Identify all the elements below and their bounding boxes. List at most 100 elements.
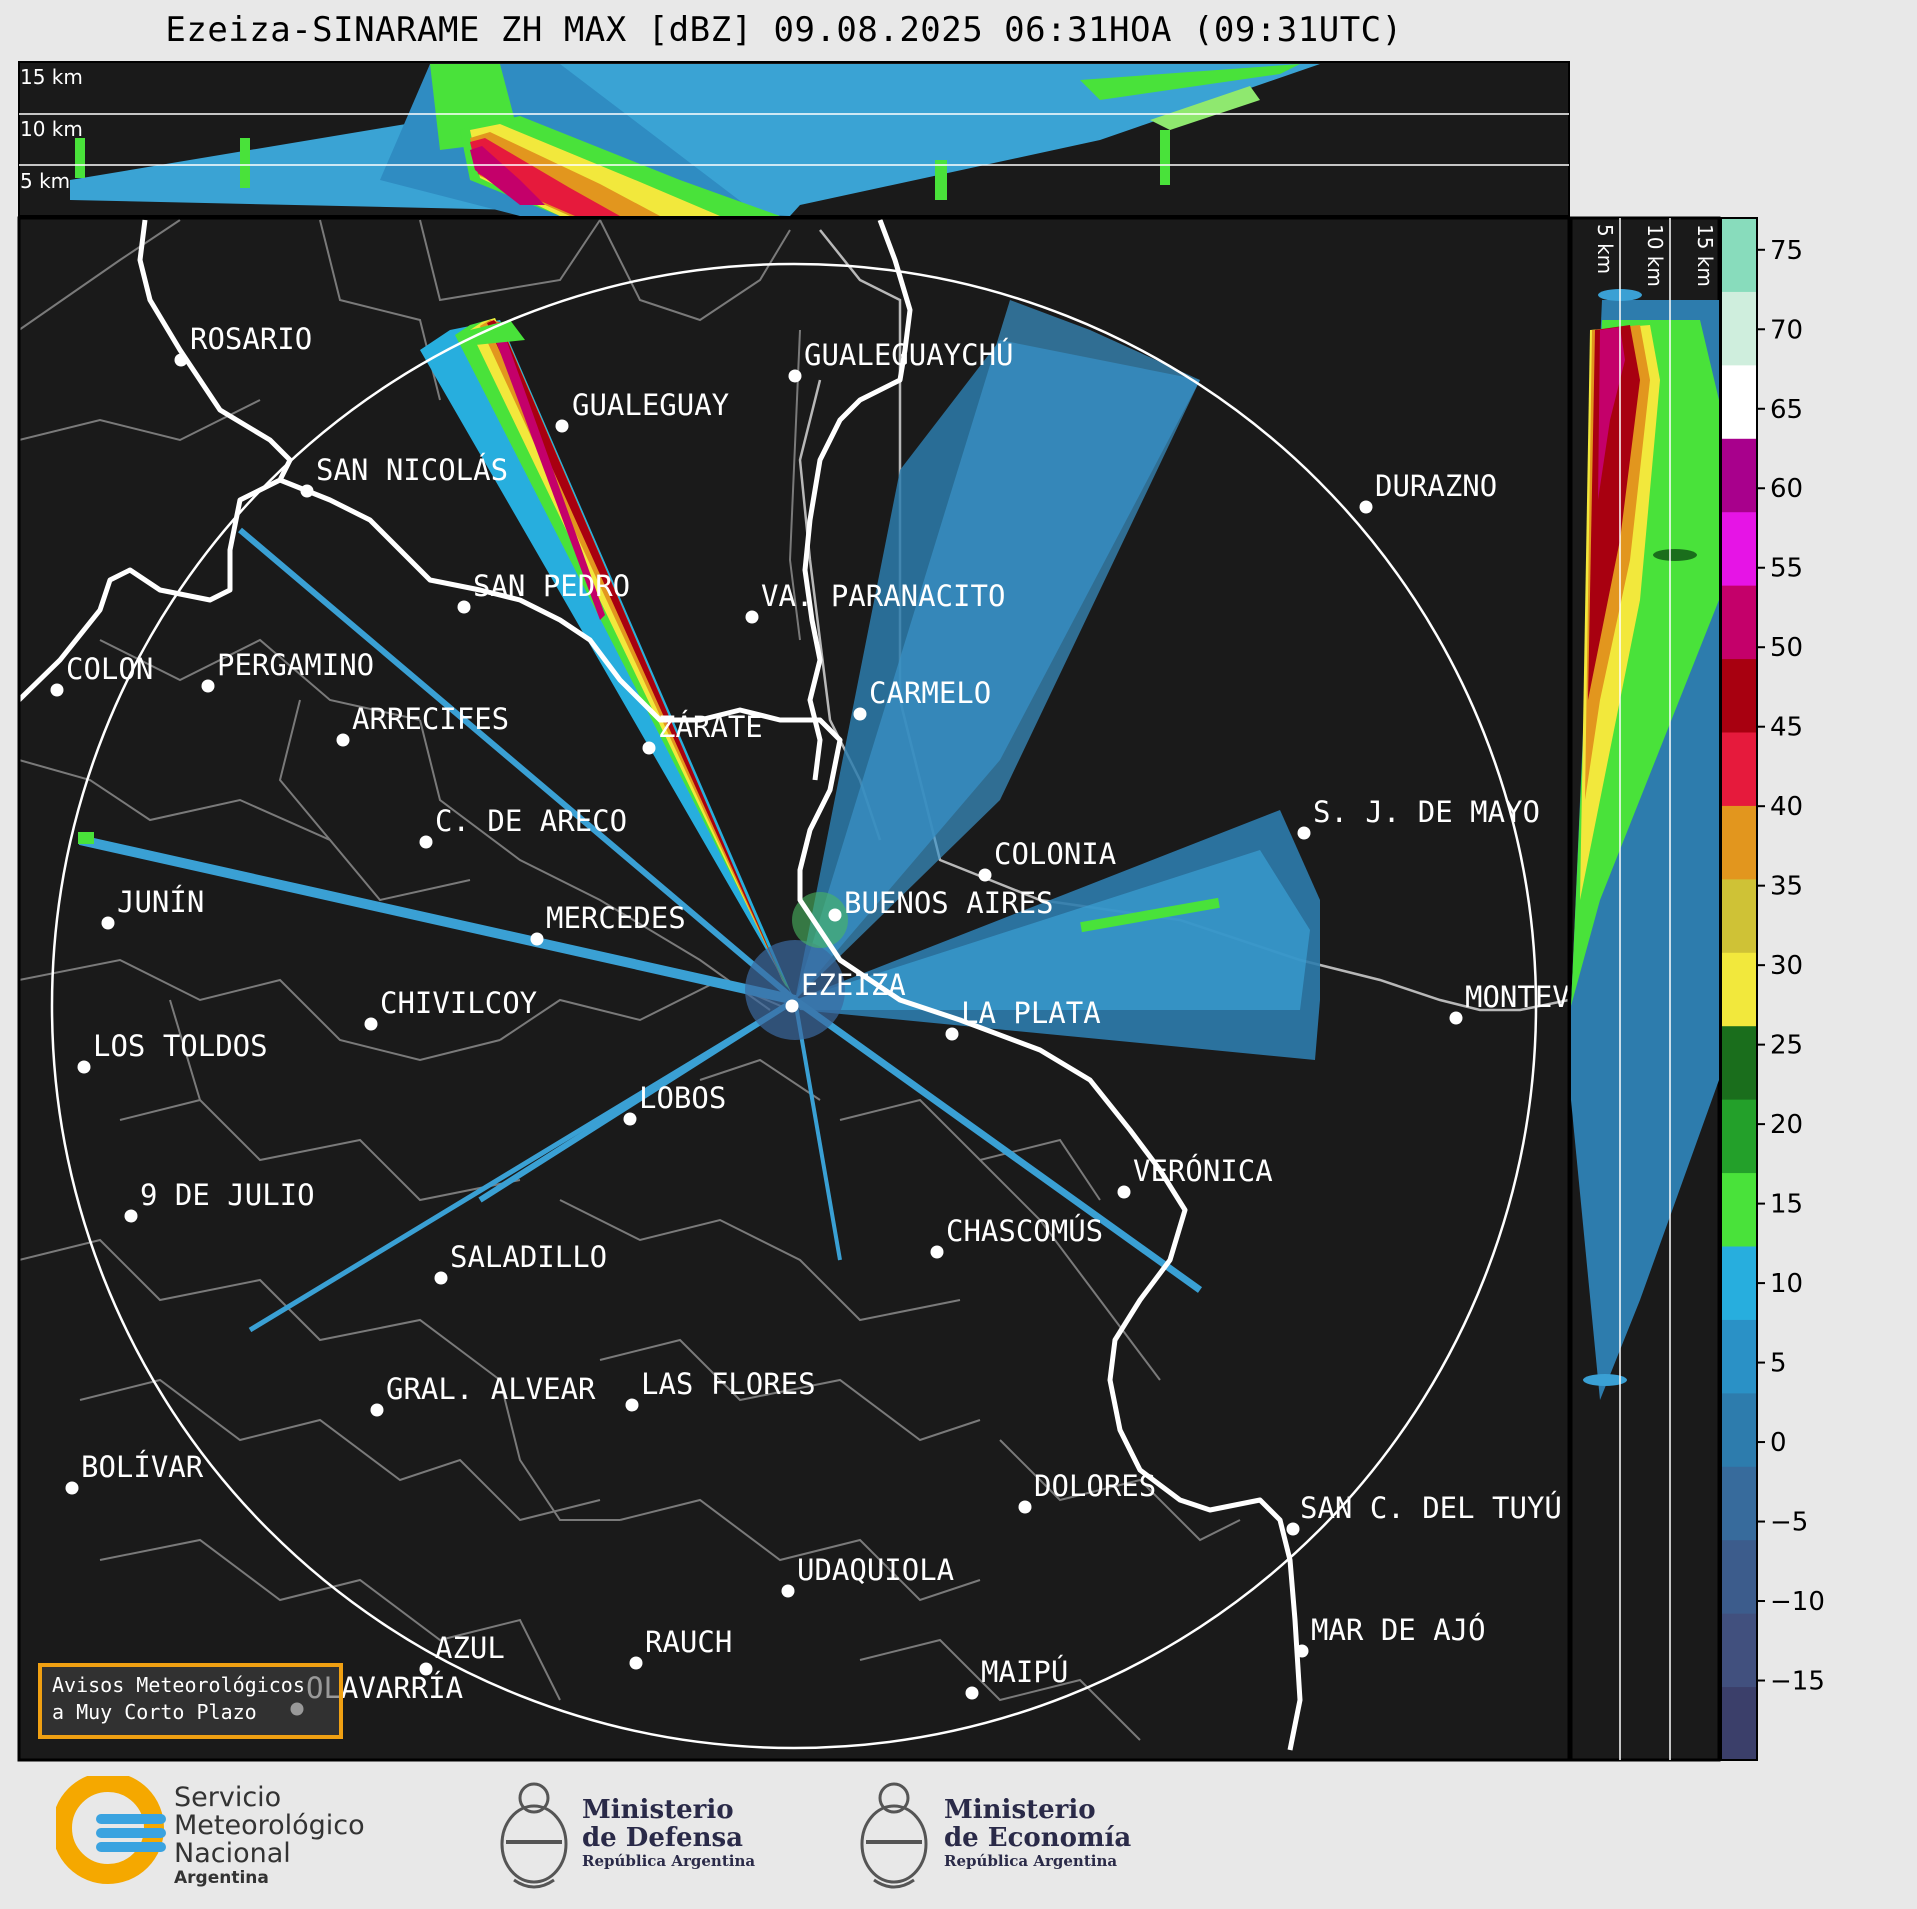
city-colon: COLON xyxy=(50,652,153,697)
city-label: EZEIZA xyxy=(801,968,906,1002)
city-label: COLON xyxy=(66,652,153,686)
city-label: RAUCH xyxy=(645,1625,732,1659)
city-chivilcoy: CHIVILCOY xyxy=(364,986,537,1031)
city-bolivar: BOLÍVAR xyxy=(65,1450,204,1495)
city-label: ARRECIFES xyxy=(352,702,509,736)
city-label: MAIPÚ xyxy=(981,1655,1068,1689)
city-label: C. DE ARECO xyxy=(435,804,627,838)
economia-sub: República Argentina xyxy=(944,1852,1118,1870)
colorbar-swatches xyxy=(1721,218,1757,1761)
city-label: LOBOS xyxy=(639,1081,726,1115)
colorbar-tick-label: 20 xyxy=(1770,1110,1803,1140)
city-las-flores: LAS FLORES xyxy=(625,1367,816,1412)
city-label: 9 DE JULIO xyxy=(140,1178,315,1212)
colorbar-swatch xyxy=(1721,1172,1757,1247)
colorbar-swatch xyxy=(1721,658,1757,733)
colorbar-tick-label: 70 xyxy=(1770,315,1803,345)
city-ezeiza: EZEIZA xyxy=(785,968,906,1013)
colorbar-swatch xyxy=(1721,1099,1757,1174)
colorbar-swatch xyxy=(1721,1539,1757,1614)
top-height-label: 15 km xyxy=(20,65,83,89)
colorbar-swatch xyxy=(1721,511,1757,586)
city-zarate: ZÁRATE xyxy=(642,710,763,755)
city-label: ROSARIO xyxy=(190,322,312,356)
colorbar-tick-label: 55 xyxy=(1770,554,1803,584)
city-label: VERÓNICA xyxy=(1133,1154,1273,1188)
defensa-coat-of-arms xyxy=(500,1782,568,1889)
warning-line-1: Avisos Meteorológicos xyxy=(52,1673,305,1697)
side-height-label: 10 km xyxy=(1643,224,1667,287)
city-label: S. J. DE MAYO xyxy=(1313,795,1540,829)
city-udaquiola: UDAQUIOLA xyxy=(781,1553,954,1598)
city-saladillo: SALADILLO xyxy=(434,1240,607,1285)
colorbar-swatch xyxy=(1721,1246,1757,1320)
city-label: LAS FLORES xyxy=(641,1367,816,1401)
side-cross-section-panel: 5 km 10 km 15 km xyxy=(1569,216,1721,1762)
city-sj-de-mayo: S. J. DE MAYO xyxy=(1297,795,1540,840)
warning-line-2: a Muy Corto Plazo xyxy=(52,1700,257,1724)
city-label: CHIVILCOY xyxy=(380,986,537,1020)
radar-map-panel: ROSARIO GUALEGUAYCHÚ GUALEGUAY SAN NICOL… xyxy=(17,216,1640,1762)
city-colonia: COLONIA xyxy=(978,837,1116,882)
footer: Servicio Meteorológico Nacional Argentin… xyxy=(0,1762,1917,1909)
coastline xyxy=(19,219,1303,1751)
smn-logo: Servicio Meteorológico Nacional Argentin… xyxy=(56,1776,396,1888)
top-cross-section-panel: 15 km 10 km 5 km xyxy=(18,61,1570,217)
colorbar-swatch xyxy=(1721,1392,1757,1467)
economia-line-2: de Economía xyxy=(944,1823,1132,1853)
colorbar-tick-label: 25 xyxy=(1770,1031,1803,1061)
economia-text: Ministerio de Economía República Argenti… xyxy=(944,1796,1131,1870)
city-label: BOLÍVAR xyxy=(81,1450,204,1484)
city-c-de-areco: C. DE ARECO xyxy=(419,804,627,849)
colorbar-swatch xyxy=(1721,364,1757,439)
city-label: LOS TOLDOS xyxy=(93,1029,268,1063)
colorbar-swatch xyxy=(1721,218,1757,292)
warning-box[interactable]: Avisos Meteorológicos a Muy Corto Plazo xyxy=(38,1663,343,1739)
city-buenos-aires: BUENOS AIRES xyxy=(828,886,1054,922)
colorbar-swatch xyxy=(1721,1319,1757,1394)
city-label: GRAL. ALVEAR xyxy=(386,1372,596,1406)
city-labels: ROSARIO GUALEGUAYCHÚ GUALEGUAY SAN NICOL… xyxy=(50,322,1640,1716)
city-chascomus: CHASCOMÚS xyxy=(930,1214,1103,1259)
colorbar-swatch xyxy=(1721,1466,1757,1541)
colorbar-tick-label: 45 xyxy=(1770,713,1803,743)
colorbar-swatch xyxy=(1721,952,1757,1027)
range-ring xyxy=(50,262,1538,1750)
city-label: AZUL xyxy=(435,1631,505,1665)
city-label: UDAQUIOLA xyxy=(797,1553,954,1587)
smn-emblem xyxy=(56,1776,166,1884)
colorbar-tick-label: 40 xyxy=(1770,792,1803,822)
city-label: PERGAMINO xyxy=(217,648,374,682)
city-gualeguay: GUALEGUAY xyxy=(555,388,729,433)
top-height-label: 10 km xyxy=(20,117,83,141)
colorbar-tick-label: 0 xyxy=(1770,1428,1787,1458)
radar-echoes xyxy=(78,300,1320,1333)
city-gral-alvear: GRAL. ALVEAR xyxy=(370,1372,596,1417)
colorbar-tick-label: 75 xyxy=(1770,236,1803,266)
city-veronica: VERÓNICA xyxy=(1117,1154,1273,1199)
city-san-pedro: SAN PEDRO xyxy=(457,569,630,614)
city-label: SAN NICOLÁS xyxy=(316,453,508,487)
city-label: GUALEGUAYCHÚ xyxy=(804,338,1014,372)
colorbar-swatch xyxy=(1721,291,1757,366)
colorbar-tick-label: 30 xyxy=(1770,951,1803,981)
colorbar-tick-label: 60 xyxy=(1770,474,1803,504)
side-height-label: 5 km xyxy=(1593,224,1617,274)
city-label: DURAZNO xyxy=(1375,469,1497,503)
smn-name-line-2: Meteorológico xyxy=(174,1810,365,1841)
city-san-nicolas: SAN NICOLÁS xyxy=(300,453,508,498)
top-height-label: 5 km xyxy=(20,169,70,193)
side-height-label: 15 km xyxy=(1693,224,1717,287)
city-carmelo: CARMELO xyxy=(853,676,991,721)
city-label: GUALEGUAY xyxy=(572,388,729,422)
city-label: SAN PEDRO xyxy=(473,569,630,603)
city-rosario: ROSARIO xyxy=(174,322,312,367)
city-label: SALADILLO xyxy=(450,1240,607,1274)
city-label: LA PLATA xyxy=(961,996,1101,1030)
colorbar-tick-label: 35 xyxy=(1770,872,1803,902)
city-label: DOLORES xyxy=(1034,1469,1156,1503)
city-durazno: DURAZNO xyxy=(1359,469,1497,514)
map-title: Ezeiza-SINARAME ZH MAX [dBZ] 09.08.2025 … xyxy=(165,10,1403,50)
